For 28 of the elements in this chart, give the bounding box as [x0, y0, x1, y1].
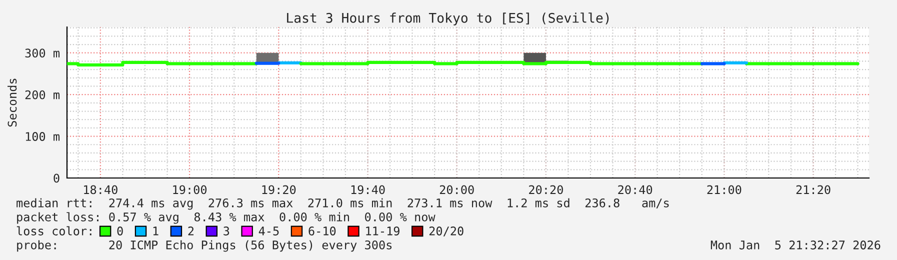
x-tick-label: 20:40 — [618, 185, 652, 194]
text: packet loss: 0.57 % avg 8.43 % max 0.00 % min 0.00 % now — [17, 212, 436, 224]
chart-title: Last 3 Hours from Tokyo to [ES] (Seville) — [287, 12, 609, 26]
x-tick-label: 19:20 — [262, 185, 296, 194]
text: median rtt: 274.4 ms avg 276.3 ms max 271.0 ms min 273.1 ms now 1.2 ms sd 236.8 am/s — [16, 198, 669, 210]
x-tick-label: 21:20 — [796, 185, 830, 194]
x-tick-label: 21:00 — [707, 185, 742, 194]
legend-label: 0 — [117, 226, 123, 236]
legend-label: 1 — [153, 226, 158, 236]
text: Mon Jan 5 21:32:27 2026 — [710, 240, 880, 250]
y-tick-label: 200 m — [25, 90, 60, 100]
legend-title: loss color: — [16, 226, 92, 236]
x-tick-label: 20:00 — [440, 185, 474, 194]
legend-label: 2 — [188, 226, 194, 236]
x-tick-label: 18:40 — [84, 185, 118, 194]
legend-label: 20/20 — [429, 226, 464, 236]
legend-label: 11-19 — [366, 226, 400, 236]
legend-label: 3 — [224, 226, 230, 236]
x-tick-label: 20:20 — [529, 185, 563, 194]
x-tick-label: 19:00 — [173, 185, 207, 194]
y-tick-label: 300 m — [25, 48, 60, 58]
x-tick-label: 19:40 — [351, 185, 385, 194]
legend-label: 4-5 — [258, 226, 279, 236]
legend-label: 6-10 — [308, 226, 336, 236]
y-tick-label: 100 m — [26, 132, 60, 141]
y-axis-title: Seconds — [8, 78, 17, 127]
y-tick-label: 0 — [54, 174, 60, 183]
text: probe: 20 ICMP Echo Pings (56 Bytes) every 300s — [17, 240, 392, 252]
